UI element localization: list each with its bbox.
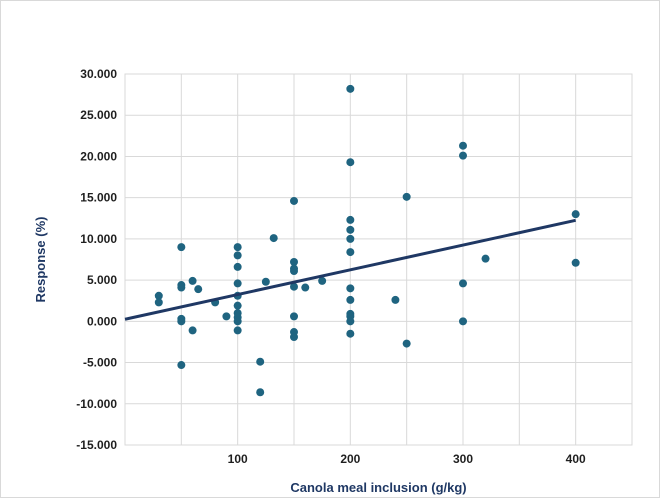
data-point [346, 248, 355, 257]
data-point [571, 258, 580, 267]
data-point [481, 254, 490, 263]
data-point [402, 192, 411, 201]
data-point [233, 301, 242, 310]
data-point [177, 283, 186, 292]
data-point [188, 326, 197, 335]
data-point [301, 283, 310, 292]
data-point [256, 388, 265, 397]
data-point [177, 361, 186, 370]
data-point [346, 225, 355, 234]
x-tick-label: 300 [453, 452, 473, 466]
data-point [261, 277, 270, 286]
data-point [459, 279, 467, 288]
data-point [188, 276, 197, 285]
x-tick-label: 100 [228, 452, 248, 466]
data-point [290, 332, 298, 341]
data-point [269, 234, 278, 243]
data-point [290, 282, 298, 291]
data-point [222, 312, 231, 321]
plot-area-border [124, 73, 633, 446]
y-tick-label: 25.000 [80, 108, 117, 122]
y-tick-label: 5.000 [87, 273, 117, 287]
data-points [154, 84, 580, 397]
data-point [233, 262, 242, 271]
data-point [290, 257, 298, 266]
data-point [290, 196, 298, 205]
data-point [346, 84, 355, 93]
data-point [346, 284, 355, 293]
y-tick-label: 30.000 [80, 67, 117, 81]
data-point [154, 291, 163, 300]
y-tick-label: -10.000 [76, 397, 117, 411]
data-point [233, 243, 242, 252]
y-tick-label: -5.000 [83, 356, 117, 370]
y-axis-title: Response (%) [33, 217, 48, 303]
x-tick-label: 400 [566, 452, 586, 466]
data-point [318, 276, 327, 285]
y-tick-label: 20.000 [80, 149, 117, 163]
data-point [233, 279, 242, 288]
data-point [346, 158, 355, 167]
data-point [177, 243, 186, 252]
data-point [346, 215, 355, 224]
data-point [177, 317, 186, 326]
data-point [233, 326, 242, 335]
data-point [290, 267, 298, 276]
y-tick-label: -15.000 [76, 438, 117, 452]
y-tick-label: 10.000 [80, 232, 117, 246]
data-point [346, 329, 355, 338]
data-point [194, 285, 203, 294]
gridlines [125, 73, 632, 446]
data-point [290, 312, 298, 321]
data-point [391, 295, 400, 304]
data-point [154, 298, 163, 307]
data-point [233, 317, 242, 326]
x-axis-tick-labels: 100 200 300 400 [228, 452, 586, 466]
data-point [571, 210, 580, 219]
data-point [402, 339, 411, 348]
data-point [346, 295, 355, 304]
data-point [346, 317, 355, 326]
data-point [459, 317, 467, 326]
y-tick-label: 15.000 [80, 191, 117, 205]
data-point [233, 251, 242, 260]
data-point [256, 357, 265, 366]
x-tick-label: 200 [340, 452, 360, 466]
y-tick-label: 0.000 [87, 314, 117, 328]
data-point [459, 141, 467, 150]
linear-trendline [124, 218, 576, 321]
x-axis-title: Canola meal inclusion (g/kg) [290, 480, 466, 495]
y-axis-tick-labels: -15.000 -10.000 -5.000 0.000 5.000 10.000 15.0… [76, 67, 117, 452]
data-point [346, 234, 355, 243]
data-point [459, 151, 467, 160]
